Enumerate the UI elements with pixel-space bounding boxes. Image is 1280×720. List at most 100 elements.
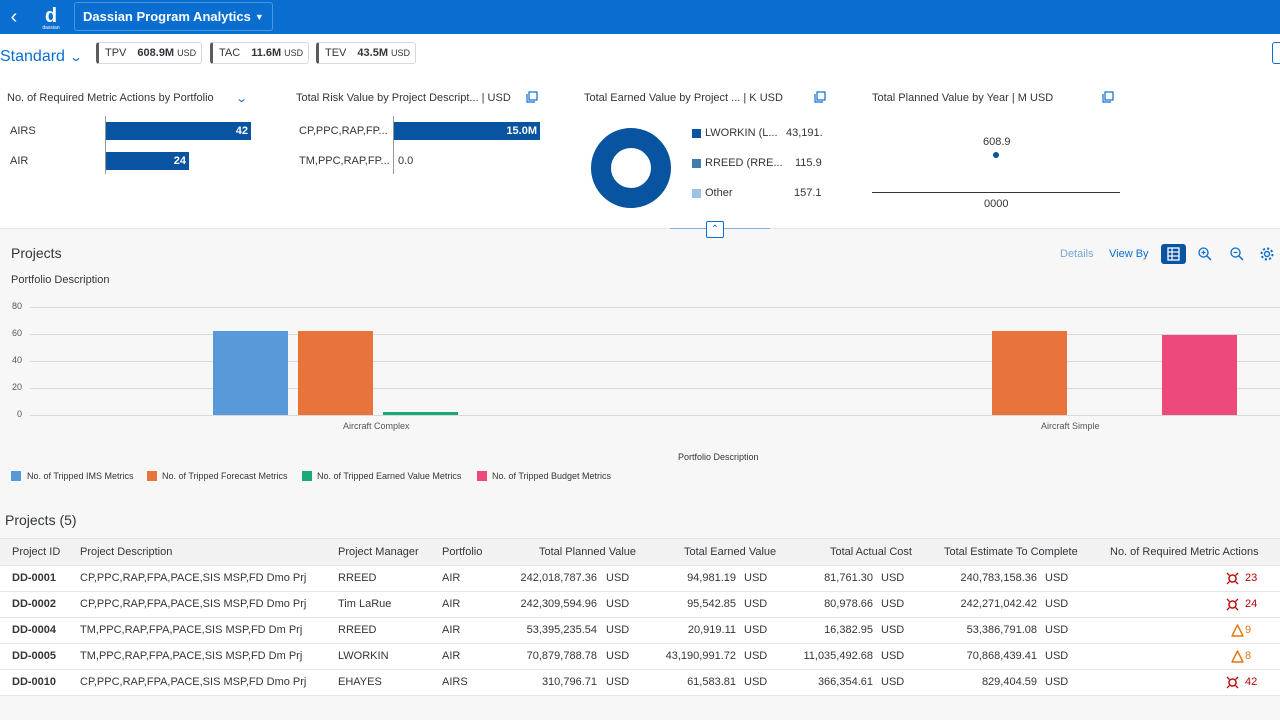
legend-swatch (691, 188, 702, 199)
table-row[interactable]: DD-0004 TM,PPC,RAP,FPA,PACE,SIS MSP,FD Dm… (0, 618, 1280, 644)
legend-item-earned-value[interactable]: No. of Tripped Earned Value Metrics (317, 471, 462, 481)
chevron-up-icon: ⌃ (710, 224, 720, 235)
column-header[interactable]: Project Manager (338, 546, 419, 558)
bar-airs[interactable]: 42 (106, 122, 251, 140)
cell-actual-cost: 366,354.61 (817, 676, 873, 688)
kpi-unit: USD (284, 48, 304, 58)
cell-planned-value: 70,879,788.78 (526, 650, 597, 662)
y-tick-label: 0 (16, 409, 22, 419)
bar-aircraft-simple-series-1[interactable] (992, 331, 1067, 415)
shell-bar: ‹ d dassian Dassian Program Analytics ▼ (0, 0, 1280, 34)
cell-currency: USD (881, 624, 905, 636)
grid-line (30, 415, 1280, 416)
bar-aircraft-complex-series-2[interactable] (383, 412, 458, 415)
kpi-tev[interactable]: TEV 43.5M USD (316, 42, 416, 64)
grid-line (30, 307, 1280, 308)
cell-portfolio: AIR (442, 650, 461, 662)
column-header[interactable]: No. of Required Metric Actions (1110, 546, 1259, 558)
cell-manager: RREED (338, 572, 377, 584)
legend-swatch (691, 128, 702, 139)
grid-line (30, 361, 1280, 362)
table-row[interactable]: DD-0001 CP,PPC,RAP,FPA,PACE,SIS MSP,FD Dm… (0, 566, 1280, 592)
zoom-in-icon[interactable] (1197, 246, 1213, 262)
cell-project-id: DD-0001 (12, 572, 57, 584)
cell-estimate-to-complete: 240,783,158.36 (960, 572, 1037, 584)
cell-currency: USD (1045, 650, 1069, 662)
kpi-tpv[interactable]: TPV 608.9M USD (96, 42, 203, 64)
legend-label: Other (705, 187, 733, 199)
kpi-label: TPV (105, 47, 127, 59)
open-in-new-icon[interactable] (814, 91, 826, 103)
column-header[interactable]: Project Description (80, 546, 173, 558)
grid-line (30, 388, 1280, 389)
cell-description: TM,PPC,RAP,FPA,PACE,SIS MSP,FD Dm Prj (80, 624, 303, 636)
column-header[interactable]: Project ID (12, 546, 61, 558)
zoom-out-icon[interactable] (1229, 246, 1245, 262)
legend-value: 43,191. (786, 127, 823, 139)
smart-header: Standard ⌄ TPV 608.9M USD TAC 11.6M USD TEV 43… (0, 34, 1280, 238)
bar-risk-cp[interactable]: 15.0M (394, 122, 540, 140)
cell-metric-actions: 8 (1245, 650, 1252, 662)
column-header[interactable]: Portfolio (442, 546, 483, 558)
cell-portfolio: AIR (442, 572, 461, 584)
cell-currency: USD (881, 650, 905, 662)
legend-item-forecast[interactable]: No. of Tripped Forecast Metrics (162, 471, 288, 481)
chart-table-toggle-button[interactable] (1161, 244, 1186, 264)
cell-currency: USD (744, 676, 768, 688)
column-header[interactable]: Total Actual Cost (830, 546, 912, 558)
column-header[interactable]: Total Planned Value (539, 546, 637, 558)
bar-aircraft-complex-series-0[interactable] (213, 331, 288, 415)
details-button[interactable]: Details (1060, 248, 1094, 260)
bar-label: CP,PPC,RAP,FP... (299, 125, 388, 137)
open-in-new-icon[interactable] (1102, 91, 1114, 103)
legend-item-budget[interactable]: No. of Tripped Budget Metrics (492, 471, 612, 481)
warning-triangle-icon (1231, 624, 1244, 637)
variant-selector[interactable]: Standard ⌄ (0, 48, 84, 66)
axis-line (393, 116, 394, 174)
card-title-planned-value: Total Planned Value by Year | M USD (872, 92, 1054, 104)
back-icon[interactable]: ‹ (10, 6, 18, 28)
cell-estimate-to-complete: 829,404.59 (981, 676, 1037, 688)
open-in-new-icon[interactable] (526, 91, 538, 103)
axis-line (105, 116, 106, 174)
kpi-unit: USD (177, 48, 197, 58)
bar-label: AIR (10, 155, 29, 167)
legend-swatch (477, 471, 487, 481)
column-header[interactable]: Total Estimate To Complete (944, 546, 1078, 558)
view-by-button[interactable]: View By (1109, 248, 1149, 260)
chevron-down-icon: ⌄ (68, 50, 84, 64)
header-action-button[interactable] (1272, 42, 1280, 64)
critical-status-icon (1226, 598, 1239, 611)
table-view-icon (1167, 247, 1180, 261)
kpi-tac[interactable]: TAC 11.6M USD (210, 42, 310, 64)
cell-currency: USD (744, 572, 768, 584)
collapse-header-button[interactable]: ⌃ (706, 221, 724, 238)
card-title-earned-value: Total Earned Value by Project ... | K US… (584, 92, 783, 104)
legend-item-ims[interactable]: No. of Tripped IMS Metrics (27, 471, 134, 481)
settings-gear-icon[interactable] (1259, 246, 1275, 262)
cell-currency: USD (744, 624, 768, 636)
table-row[interactable]: DD-0002 CP,PPC,RAP,FPA,PACE,SIS MSP,FD Dm… (0, 592, 1280, 618)
column-header[interactable]: Total Earned Value (684, 546, 777, 558)
table-row[interactable]: DD-0010 CP,PPC,RAP,FPA,PACE,SIS MSP,FD Dm… (0, 670, 1280, 696)
y-tick-label: 40 (11, 355, 22, 365)
table-row[interactable]: DD-0005 TM,PPC,RAP,FPA,PACE,SIS MSP,FD Dm… (0, 644, 1280, 670)
svg-text:dassian: dassian (42, 25, 59, 31)
cell-earned-value: 20,919.11 (687, 624, 736, 636)
chevron-down-icon[interactable]: ⌄ (235, 93, 249, 105)
bar-air[interactable]: 24 (106, 152, 189, 170)
bar-aircraft-complex-series-1[interactable] (298, 331, 373, 415)
critical-status-icon (1226, 676, 1239, 689)
donut-chart[interactable] (589, 126, 673, 210)
cell-currency: USD (1045, 676, 1069, 688)
cell-description: TM,PPC,RAP,FPA,PACE,SIS MSP,FD Dm Prj (80, 650, 303, 662)
cell-manager: Tim LaRue (338, 598, 392, 610)
kpi-value: 43.5M (357, 47, 388, 59)
donut-slice-lworkin (591, 128, 671, 208)
dassian-logo[interactable]: d dassian (36, 3, 66, 31)
legend-swatch (147, 471, 157, 481)
bar-aircraft-simple-series-3[interactable] (1162, 335, 1237, 415)
data-point[interactable] (993, 152, 999, 158)
legend-value: 157.1 (794, 187, 822, 199)
app-title-menu[interactable]: Dassian Program Analytics ▼ (74, 2, 273, 31)
